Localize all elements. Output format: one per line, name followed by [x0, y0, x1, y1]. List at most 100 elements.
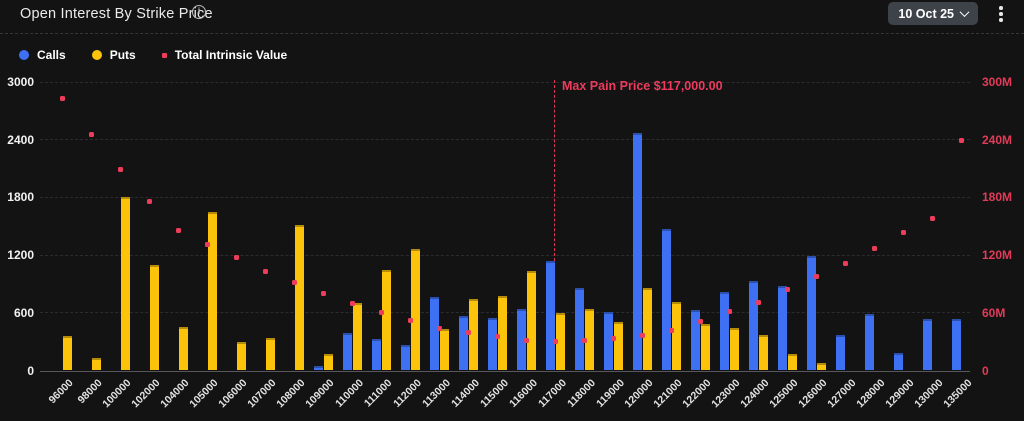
intrinsic-value-dot[interactable] — [784, 287, 790, 293]
intrinsic-value-dot[interactable] — [900, 230, 906, 236]
put-bar[interactable] — [381, 270, 391, 371]
intrinsic-value-dot[interactable] — [842, 261, 848, 267]
put-bar[interactable] — [178, 327, 188, 371]
info-icon[interactable]: i — [192, 5, 206, 19]
put-bar[interactable] — [294, 225, 304, 371]
intrinsic-value-dot[interactable] — [407, 317, 413, 323]
intrinsic-value-dot[interactable] — [581, 338, 587, 344]
gridline — [40, 254, 970, 256]
legend-item-total-intrinsic-value[interactable]: Total Intrinsic Value — [161, 48, 287, 62]
call-bar[interactable] — [864, 313, 874, 371]
put-bar[interactable] — [120, 197, 130, 371]
intrinsic-value-dot[interactable] — [726, 309, 732, 315]
put-bar[interactable] — [236, 341, 246, 371]
call-bar[interactable] — [487, 318, 497, 371]
header-divider — [0, 33, 1024, 34]
put-bar[interactable] — [91, 358, 101, 371]
call-bar[interactable] — [603, 311, 613, 371]
intrinsic-value-dot[interactable] — [349, 300, 355, 306]
call-bar[interactable] — [400, 344, 410, 371]
put-bar[interactable] — [671, 301, 681, 371]
call-bar[interactable] — [719, 291, 729, 371]
put-bar[interactable] — [526, 271, 536, 371]
put-bar[interactable] — [700, 324, 710, 371]
put-bar[interactable] — [642, 287, 652, 371]
put-bar[interactable] — [787, 353, 797, 371]
intrinsic-value-dot[interactable] — [436, 325, 442, 331]
intrinsic-value-dot[interactable] — [929, 216, 935, 222]
put-bar[interactable] — [410, 248, 420, 371]
call-bar[interactable] — [835, 335, 845, 371]
call-bar[interactable] — [748, 280, 758, 371]
call-bar[interactable] — [922, 318, 932, 371]
call-bar[interactable] — [806, 256, 816, 371]
intrinsic-value-dot[interactable] — [813, 273, 819, 279]
x-axis-tick: 120000 — [622, 377, 656, 411]
put-bar[interactable] — [555, 312, 565, 371]
more-options-button[interactable] — [994, 4, 1008, 24]
put-bar[interactable] — [584, 308, 594, 371]
x-axis-tick: 126000 — [796, 377, 830, 411]
call-bar[interactable] — [951, 318, 961, 371]
put-bar[interactable] — [265, 337, 275, 371]
date-selector-button[interactable]: 10 Oct 25 — [888, 2, 978, 25]
intrinsic-value-dot[interactable] — [320, 291, 326, 297]
intrinsic-value-dot[interactable] — [59, 95, 65, 101]
intrinsic-value-dot[interactable] — [523, 338, 529, 344]
max-pain-line — [553, 80, 555, 262]
intrinsic-value-dot[interactable] — [958, 138, 964, 144]
call-bar[interactable] — [313, 365, 323, 371]
intrinsic-value-dot[interactable] — [697, 318, 703, 324]
call-bar[interactable] — [342, 333, 352, 371]
intrinsic-value-dot[interactable] — [146, 198, 152, 204]
legend-item-puts[interactable]: Puts — [91, 48, 136, 62]
put-bar[interactable] — [207, 212, 217, 371]
x-axis-tick: 128000 — [854, 377, 888, 411]
intrinsic-value-dot[interactable] — [291, 279, 297, 285]
intrinsic-value-dot[interactable] — [755, 299, 761, 305]
put-bar[interactable] — [439, 328, 449, 371]
put-bar[interactable] — [149, 264, 159, 371]
legend-item-calls[interactable]: Calls — [19, 48, 66, 62]
intrinsic-value-dot[interactable] — [494, 334, 500, 340]
intrinsic-value-dot[interactable] — [465, 330, 471, 336]
call-bar[interactable] — [545, 261, 555, 371]
call-bar[interactable] — [690, 309, 700, 371]
intrinsic-value-dot[interactable] — [639, 333, 645, 339]
x-axis-line — [40, 370, 970, 372]
call-bar[interactable] — [458, 315, 468, 371]
intrinsic-value-dot[interactable] — [204, 242, 210, 248]
x-axis-tick: 118000 — [564, 377, 598, 410]
put-bar[interactable] — [497, 295, 507, 371]
intrinsic-value-dot[interactable] — [233, 254, 239, 260]
put-bar[interactable] — [613, 322, 623, 371]
intrinsic-value-dot[interactable] — [88, 132, 94, 138]
call-bar[interactable] — [632, 133, 642, 371]
put-bar[interactable] — [352, 303, 362, 371]
x-axis-tick: 110000 — [332, 377, 366, 410]
intrinsic-value-dot[interactable] — [175, 227, 181, 233]
put-bar[interactable] — [758, 334, 768, 371]
put-bar[interactable] — [729, 328, 739, 371]
call-bar[interactable] — [777, 286, 787, 371]
intrinsic-value-dot[interactable] — [668, 327, 674, 333]
intrinsic-value-dot[interactable] — [262, 268, 268, 274]
call-bar[interactable] — [893, 352, 903, 371]
intrinsic-value-dot[interactable] — [552, 339, 558, 345]
call-bar[interactable] — [574, 288, 584, 371]
y-axis-tick-right: 300M — [982, 75, 1013, 89]
call-bar[interactable] — [516, 309, 526, 371]
gridline — [40, 139, 970, 141]
put-bar[interactable] — [816, 362, 826, 371]
put-bar[interactable] — [323, 353, 333, 371]
put-bar[interactable] — [62, 336, 72, 371]
intrinsic-value-dot[interactable] — [610, 336, 616, 342]
x-axis-tick: 112000 — [390, 377, 424, 410]
intrinsic-value-dot[interactable] — [117, 167, 123, 172]
intrinsic-value-dot[interactable] — [871, 245, 877, 251]
intrinsic-value-dot[interactable] — [378, 310, 384, 316]
call-bar[interactable] — [371, 338, 381, 371]
call-bar[interactable] — [429, 297, 439, 371]
call-bar[interactable] — [661, 229, 671, 371]
put-bar[interactable] — [468, 299, 478, 371]
